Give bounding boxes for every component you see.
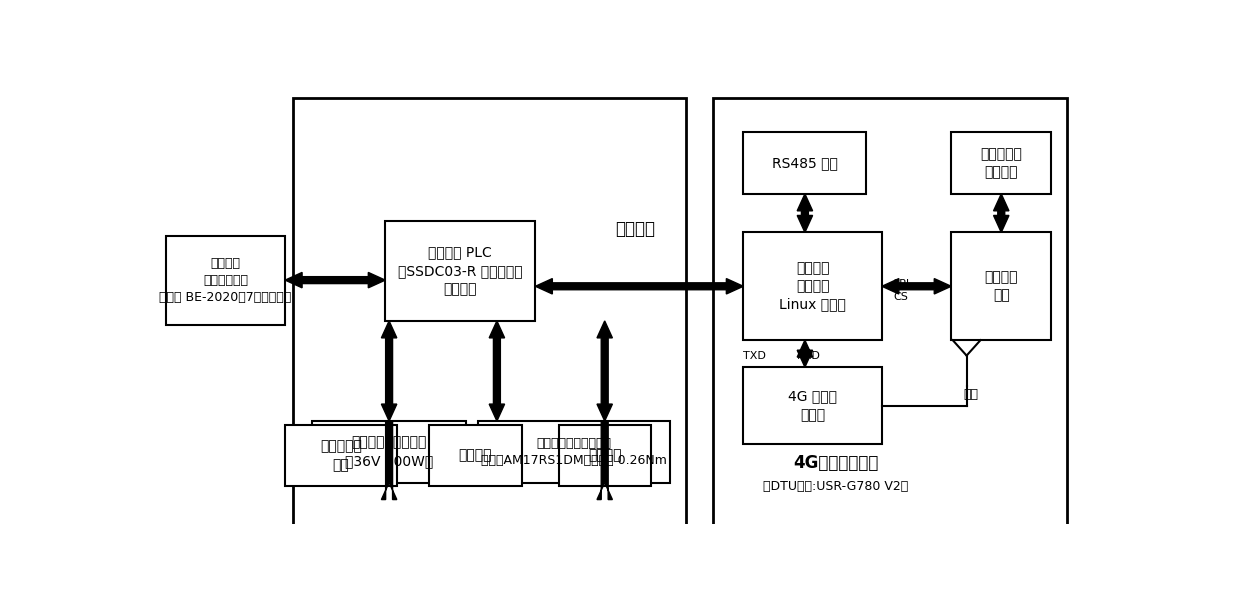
- Text: 主控制器: 主控制器: [615, 220, 656, 237]
- Text: RS485 通信: RS485 通信: [773, 156, 838, 170]
- Text: 控制伺服电机动作输出
电机：AM17RS1DM，静力矩 0.26Nm: 控制伺服电机动作输出 电机：AM17RS1DM，静力矩 0.26Nm: [481, 437, 667, 467]
- Text: RXD: RXD: [797, 350, 821, 360]
- Polygon shape: [797, 194, 812, 233]
- Bar: [477, 421, 670, 482]
- Text: 主处理器 PLC
（SSDC03-R 步进伺服驱
动系统）: 主处理器 PLC （SSDC03-R 步进伺服驱 动系统）: [398, 246, 522, 296]
- Bar: [285, 425, 397, 487]
- Polygon shape: [596, 421, 613, 499]
- Bar: [743, 233, 882, 340]
- Text: 互联网云端
控制系统: 互联网云端 控制系统: [981, 147, 1022, 179]
- Bar: [558, 425, 651, 487]
- Text: 电量识别: 电量识别: [459, 449, 492, 463]
- Bar: [713, 98, 1066, 525]
- Text: （DTU型号:USR-G780 V2）: （DTU型号:USR-G780 V2）: [763, 480, 909, 493]
- Bar: [951, 133, 1052, 194]
- Bar: [166, 236, 285, 325]
- Text: 太阳能电池控制系统
（36V 200W）: 太阳能电池控制系统 （36V 200W）: [345, 436, 433, 468]
- Text: SPI
CS: SPI CS: [893, 279, 910, 302]
- Text: 4G 网收发
芯片组: 4G 网收发 芯片组: [789, 389, 837, 422]
- Text: 触摸屏幕
（指令输入）
（型号 BE-2020，7寸电容屏）: 触摸屏幕 （指令输入） （型号 BE-2020，7寸电容屏）: [160, 257, 291, 304]
- Bar: [386, 221, 536, 321]
- Text: 微控制器
（嵌入式
Linux 系统）: 微控制器 （嵌入式 Linux 系统）: [779, 261, 846, 312]
- Polygon shape: [285, 273, 386, 288]
- Text: TXD: TXD: [744, 350, 766, 360]
- Text: 存储单元: 存储单元: [588, 449, 621, 463]
- Polygon shape: [382, 321, 397, 421]
- Polygon shape: [490, 321, 505, 421]
- Polygon shape: [797, 340, 812, 367]
- Polygon shape: [536, 279, 743, 294]
- Bar: [743, 133, 867, 194]
- Polygon shape: [382, 421, 397, 499]
- Bar: [743, 367, 882, 444]
- Bar: [951, 233, 1052, 340]
- Text: 传感器数据
交互: 传感器数据 交互: [320, 439, 362, 472]
- Text: 4G无线透传模块: 4G无线透传模块: [794, 454, 878, 472]
- Polygon shape: [882, 279, 951, 294]
- Bar: [293, 98, 686, 525]
- Bar: [312, 421, 466, 482]
- Text: 天线: 天线: [963, 388, 978, 401]
- Polygon shape: [596, 321, 613, 421]
- Text: 以太网控
制器: 以太网控 制器: [985, 270, 1018, 303]
- Bar: [429, 425, 522, 487]
- Polygon shape: [993, 194, 1009, 233]
